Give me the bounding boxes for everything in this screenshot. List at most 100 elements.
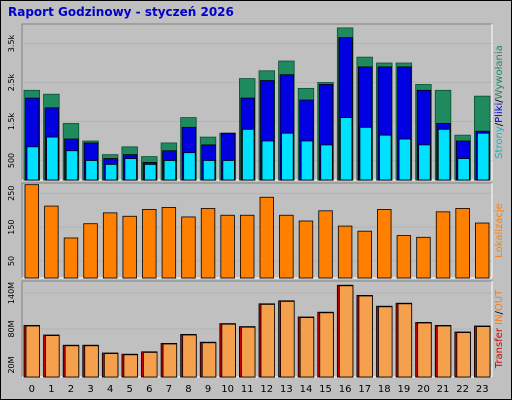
x-tick-label: 9 [205,384,211,395]
bar-strony-1 [46,136,59,181]
y-tick-label: 150 [7,219,16,234]
bar-strony-2 [65,150,79,181]
bar-lokalizacje-0 [24,184,39,279]
bar-strony-14 [300,140,314,181]
bar-out-17 [358,295,373,378]
bar-out-5 [123,354,138,378]
bar-out-0 [25,325,40,378]
bar-strony-23 [477,132,490,181]
x-tick-label: 21 [437,384,450,395]
x-tick-label: 4 [107,384,113,395]
bar-lokalizacje-7 [161,207,177,279]
bar-strony-18 [379,134,392,181]
bar-lokalizacje-19 [396,235,412,279]
bar-strony-20 [418,144,431,181]
bar-out-2 [64,345,80,378]
bar-out-21 [436,325,452,378]
bar-out-13 [280,300,295,378]
bar-strony-9 [202,160,216,181]
bar-out-11 [241,326,256,378]
x-tick-label: 13 [280,384,293,395]
side-label-part: IN [494,314,505,328]
side-label-part: / [494,122,505,126]
bar-strony-3 [85,160,98,181]
x-tick-label: 11 [241,384,254,395]
side-label-part: / [494,99,505,103]
bar-lokalizacje-13 [279,214,294,279]
bar-lokalizacje-22 [455,208,470,279]
bar-out-18 [378,306,393,378]
y-tick-label: 1.5k [7,112,16,130]
x-tick-label: 19 [398,384,411,395]
plot-area [21,182,493,279]
x-tick-label: 23 [476,384,489,395]
bar-strony-12 [261,140,274,181]
bar-strony-17 [359,126,372,181]
x-tick-label: 6 [146,384,152,395]
x-tick-label: 8 [185,384,191,395]
bar-out-1 [45,335,60,378]
side-label-part: Pliki [494,103,505,123]
bar-strony-16 [339,117,353,181]
x-tick-label: 7 [166,384,172,395]
x-tick-label: 17 [358,384,371,395]
bar-out-9 [201,342,217,378]
side-label-transfer: Transfer IN/OUT [494,289,505,369]
bar-out-10 [221,323,236,378]
bar-out-6 [143,351,158,378]
bar-out-7 [162,343,178,378]
panel-lokalizacje: 50 150 250 Lokalizacje [7,182,505,279]
bar-strony-11 [242,128,255,181]
bar-strony-22 [457,158,470,181]
bar-lokalizacje-17 [357,230,372,279]
bar-out-4 [103,353,119,378]
bar-lokalizacje-10 [220,214,235,279]
x-tick-label: 14 [300,384,313,395]
x-tick-label: 5 [127,384,133,395]
side-label-part: Strony [494,126,505,159]
bar-out-12 [260,303,275,378]
bar-lokalizacje-18 [377,209,392,279]
bar-lokalizacje-9 [200,208,216,279]
bar-lokalizacje-5 [122,215,137,279]
bar-lokalizacje-2 [63,237,79,279]
x-tick-label: 10 [221,384,234,395]
bar-lokalizacje-8 [181,216,196,279]
x-tick-label: 0 [29,384,35,395]
bar-out-19 [397,303,413,378]
bar-strony-19 [398,138,412,181]
bar-out-14 [299,317,315,378]
side-label-strony-pliki-wywolania: Strony/Pliki/Wywołania [494,45,505,159]
x-tick-label: 12 [260,384,273,395]
bar-out-16 [338,285,354,378]
bar-strony-8 [183,152,196,181]
bar-strony-21 [437,128,451,181]
bar-out-20 [417,322,432,378]
bar-lokalizacje-3 [83,223,98,279]
y-tick-label: 2.5k [7,73,16,91]
report-title: Raport Godzinowy - styczeń 2026 [8,5,234,19]
side-label-part: OUT [494,289,505,311]
bar-strony-15 [320,144,333,181]
side-label-part: Transfer [494,327,505,369]
x-tick-label: 16 [339,384,352,395]
bar-lokalizacje-23 [475,222,490,279]
side-label-part: Wywołania [494,45,505,99]
bar-out-22 [456,332,471,378]
x-tick-label: 2 [68,384,74,395]
x-tick-label: 20 [417,384,430,395]
x-tick-label: 15 [319,384,332,395]
side-label-part: Lokalizacje [494,203,505,258]
bar-strony-6 [144,163,157,181]
y-tick-label: 50 [7,256,16,266]
bar-lokalizacje-4 [102,212,118,279]
bar-out-15 [319,312,334,378]
bar-strony-5 [124,158,137,181]
side-label-lokalizacje: Lokalizacje [494,203,505,258]
bar-out-23 [476,326,491,378]
bar-lokalizacje-15 [318,210,333,279]
y-tick-label: 250 [7,186,16,201]
bar-lokalizacje-12 [259,196,274,279]
bar-lokalizacje-16 [337,225,353,279]
